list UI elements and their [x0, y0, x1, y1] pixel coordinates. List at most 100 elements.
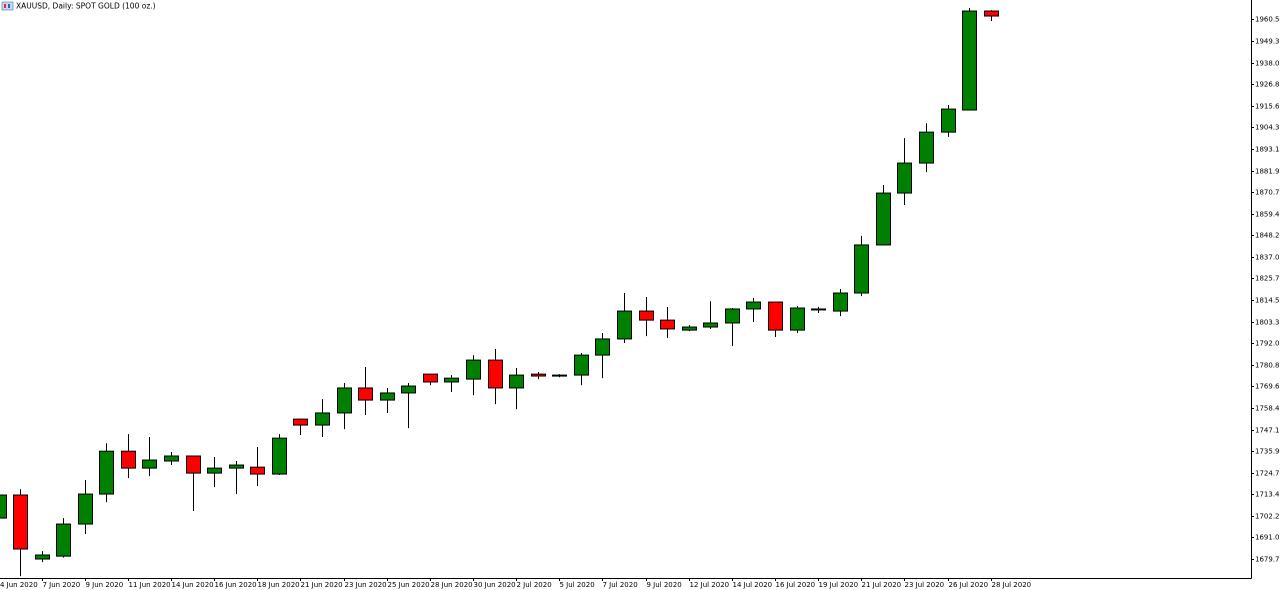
y-tick-label: 1747.17: [1255, 427, 1280, 435]
candle-body: [466, 359, 481, 380]
x-tick-label: 5 Jul 2020: [560, 581, 595, 589]
candle-body: [531, 373, 546, 377]
x-tick-label: 18 Jun 2020: [258, 581, 300, 589]
candle-body: [164, 455, 179, 462]
y-tick-label: 1949.31: [1255, 38, 1280, 46]
y-tick-label: 1713.48: [1255, 491, 1280, 499]
x-tick-label: 23 Jun 2020: [345, 581, 387, 589]
y-tick-label: 1837.01: [1255, 254, 1280, 262]
y-tick-label: 1870.70: [1255, 189, 1280, 197]
candle-body: [293, 418, 308, 426]
x-tick-label: 7 Jul 2020: [603, 581, 638, 589]
candle-body: [142, 459, 157, 469]
candle-body: [703, 322, 718, 328]
y-tick-label: 1814.55: [1255, 297, 1280, 305]
x-tick-label: 28 Jun 2020: [431, 581, 473, 589]
x-tick-label: 21 Jul 2020: [862, 581, 902, 589]
candle-body: [876, 192, 891, 246]
x-tick-label: 7 Jun 2020: [43, 581, 81, 589]
y-tick-label: 1859.47: [1255, 211, 1280, 219]
y-tick-label: 1915.62: [1255, 103, 1280, 111]
y-tick-label: 1792.09: [1255, 340, 1280, 348]
x-tick-label: 28 Jul 2020: [992, 581, 1032, 589]
y-tick-label: 1679.79: [1255, 556, 1280, 564]
x-tick-label: 2 Jul 2020: [517, 581, 552, 589]
candle-body: [984, 10, 999, 17]
candle-body: [682, 326, 697, 331]
candle-body: [639, 310, 654, 321]
candle-body: [854, 244, 869, 294]
candle-body: [833, 292, 848, 312]
candle-body: [35, 554, 50, 560]
y-tick-label: 1881.93: [1255, 168, 1280, 176]
candle-body: [78, 493, 93, 525]
candle-body: [897, 162, 912, 194]
y-tick-label: 1825.78: [1255, 275, 1280, 283]
candle-body: [315, 412, 330, 426]
x-tick-label: 23 Jul 2020: [905, 581, 945, 589]
x-tick-label: 11 Jun 2020: [129, 581, 171, 589]
x-tick-label: 9 Jun 2020: [86, 581, 124, 589]
candle-body: [919, 131, 934, 164]
y-tick-label: 1702.25: [1255, 513, 1280, 521]
x-tick-label: 21 Jun 2020: [301, 581, 343, 589]
x-tick-label: 9 Jul 2020: [647, 581, 682, 589]
candle-body: [56, 523, 71, 557]
chart-title: XAUUSD, Daily: SPOT GOLD (100 oz.): [16, 2, 156, 11]
candle-body: [0, 494, 7, 519]
candle-body: [768, 301, 783, 331]
candle-body: [790, 307, 805, 331]
x-tick-label: 30 Jun 2020: [474, 581, 516, 589]
plot-area: [0, 7, 999, 577]
x-tick-label: 16 Jun 2020: [215, 581, 257, 589]
symbol-icon: [1, 1, 14, 11]
candle-body: [13, 494, 28, 550]
y-tick-label: 1893.16: [1255, 146, 1280, 154]
x-tick-label: 19 Jul 2020: [819, 581, 859, 589]
candle-body: [423, 373, 438, 383]
y-tick-label: 1960.54: [1255, 16, 1280, 24]
x-tick-label: 4 Jun 2020: [0, 581, 38, 589]
candle-body: [941, 108, 956, 133]
y-tick-label: 1724.71: [1255, 470, 1280, 478]
x-tick-label: 12 Jul 2020: [690, 581, 730, 589]
candle-body: [488, 359, 503, 389]
x-tick-label: 25 Jun 2020: [388, 581, 430, 589]
candle-body: [401, 385, 416, 394]
y-tick-label: 1691.02: [1255, 534, 1280, 542]
candle-body: [811, 308, 826, 311]
candle-body: [99, 450, 114, 495]
y-tick-label: 1758.40: [1255, 405, 1280, 413]
candle-body: [552, 374, 567, 377]
candle-body: [595, 338, 610, 356]
y-tick-label: 1735.94: [1255, 448, 1280, 456]
candle-body: [444, 377, 459, 383]
candle-body: [186, 455, 201, 474]
candle-body: [725, 308, 740, 324]
candle-body: [121, 450, 136, 469]
y-tick-label: 1769.63: [1255, 383, 1280, 391]
candle-body: [509, 374, 524, 389]
x-tick-label: 14 Jun 2020: [172, 581, 214, 589]
y-tick-label: 1904.39: [1255, 124, 1280, 132]
x-tick-label: 26 Jul 2020: [949, 581, 989, 589]
candle-body: [380, 392, 395, 401]
x-tick-label: 14 Jul 2020: [733, 581, 773, 589]
candle-body: [250, 466, 265, 475]
y-tick-label: 1938.08: [1255, 60, 1280, 68]
x-tick-label: 16 Jul 2020: [776, 581, 816, 589]
candle-body: [207, 467, 222, 474]
candle-body: [746, 301, 761, 310]
y-tick-label: 1926.85: [1255, 81, 1280, 89]
candle-body: [574, 354, 589, 376]
candle-body: [358, 387, 373, 401]
candle-body: [660, 319, 675, 330]
candle-body: [617, 310, 632, 340]
candle-body: [337, 387, 352, 414]
candle-body: [962, 10, 977, 111]
candle-body: [229, 464, 244, 469]
candle-body: [272, 437, 287, 475]
y-tick-label: 1848.24: [1255, 232, 1280, 240]
y-tick-label: 1803.32: [1255, 319, 1280, 327]
